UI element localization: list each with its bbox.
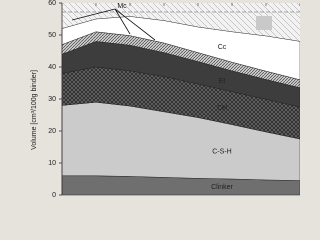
series-label: Cc bbox=[218, 44, 227, 51]
page: Volume [cm³/100g binder] 0 10 20 30 40 50 60 Cl… bbox=[30, 0, 300, 199]
series-label: Et bbox=[219, 78, 226, 85]
arrow bbox=[114, 8, 131, 35]
y-tick-label: 50 bbox=[48, 32, 56, 39]
marker-box bbox=[256, 16, 272, 30]
y-tick-label: 30 bbox=[48, 96, 56, 103]
series-label: Clinker bbox=[211, 184, 233, 191]
area bbox=[61, 16, 300, 81]
y-tick-label: 10 bbox=[48, 160, 56, 167]
series-label: CH bbox=[217, 105, 227, 112]
series-label: C-S-H bbox=[212, 149, 231, 156]
y-axis-label: Volume [cm³/100g binder] bbox=[31, 70, 38, 150]
y-tick-label: 40 bbox=[48, 64, 56, 71]
y-tick-label: 20 bbox=[48, 128, 56, 135]
arrow bbox=[71, 8, 116, 21]
chart: Volume [cm³/100g binder] 0 10 20 30 40 50 60 Cl… bbox=[31, 0, 300, 199]
y-tick-label: 0 bbox=[52, 192, 56, 199]
series-label: Mc bbox=[117, 3, 127, 10]
y-tick-label: 60 bbox=[48, 0, 56, 7]
arrow bbox=[114, 8, 156, 41]
